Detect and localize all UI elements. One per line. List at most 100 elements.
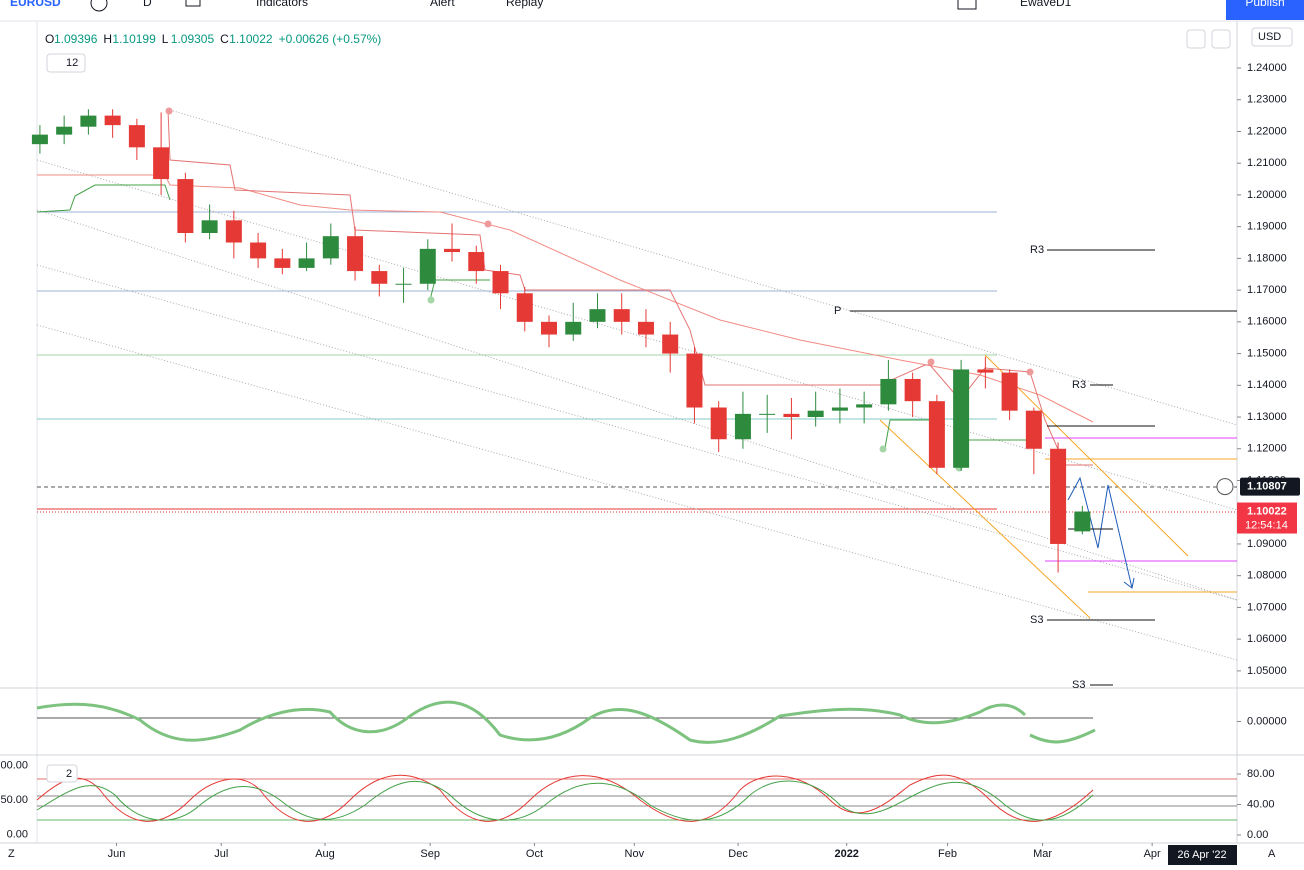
candle-body [419, 248, 436, 284]
legend-toggle[interactable] [46, 53, 86, 73]
candle-body [322, 236, 339, 259]
interval[interactable]: D [143, 0, 152, 9]
x-tick-label: Oct [526, 848, 543, 860]
candle-body [250, 242, 267, 259]
add-icon[interactable] [90, 0, 108, 12]
candle-body [734, 413, 751, 440]
channel-line [169, 109, 1238, 426]
pivot-label: R3 [1030, 244, 1044, 256]
ohlc-label: C [220, 32, 229, 46]
candle-body [565, 321, 582, 335]
y-tick-label: 1.18000 [1247, 252, 1287, 264]
countdown: 12:54:14 [1245, 519, 1288, 531]
wave-drawing [1067, 476, 1133, 589]
alert-button[interactable]: Alert [430, 0, 455, 9]
pane-y-tick-label: 0.00000 [1247, 715, 1287, 727]
publish-button[interactable]: Publish [1245, 0, 1284, 9]
y-tick-label: 1.20000 [1247, 189, 1287, 201]
layout-name[interactable]: EwaveD1 [1020, 0, 1072, 9]
candle-body [153, 147, 170, 180]
candle-body [31, 134, 48, 145]
y-tick-label: 1.24000 [1247, 62, 1287, 74]
toolbar [0, 0, 1304, 21]
candle-body [225, 220, 242, 243]
layout-icon[interactable] [957, 0, 977, 10]
y-tick-label: 1.15000 [1247, 347, 1287, 359]
maximize-button[interactable] [1211, 29, 1231, 49]
pivot-dot [1026, 368, 1034, 376]
currency-button[interactable] [1251, 27, 1293, 47]
y-tick-label: 1.19000 [1247, 221, 1287, 233]
pivot-dot [427, 296, 435, 304]
date-label: 26 Apr '22 [1177, 849, 1226, 861]
pivot-dot [165, 107, 173, 115]
footer-right[interactable]: A [1268, 848, 1276, 860]
legend-count[interactable]: 12 [66, 57, 78, 69]
symbol[interactable]: EURUSD [10, 0, 61, 9]
ohlc-label: H [103, 32, 112, 46]
candle-body [177, 179, 194, 234]
pivot-label: S3 [1030, 614, 1043, 626]
candle-body [371, 271, 388, 284]
y-tick-label: 1.07000 [1247, 601, 1287, 613]
ohlc-value: 1.10022 [229, 32, 273, 46]
change: +0.00626 (+0.57%) [279, 32, 382, 46]
candle-body [977, 369, 994, 373]
chart-type-icon[interactable] [185, 0, 201, 7]
pane-y2-tick-label: 0.00 [7, 829, 28, 841]
candle-body [856, 404, 873, 408]
stochastic-k [36, 774, 1094, 822]
candle-body [953, 369, 970, 468]
pane-y-tick-label: 0.00 [1247, 829, 1268, 841]
candle-body [1025, 410, 1042, 449]
candle-body [1074, 511, 1091, 532]
x-tick-label: Jun [108, 848, 126, 860]
publish-button-bg[interactable] [1226, 0, 1304, 20]
y-tick-label: 1.22000 [1247, 125, 1287, 137]
pane-y-tick-label: 40.00 [1247, 798, 1275, 810]
replay-button[interactable]: Replay [506, 0, 543, 9]
stochastic-d [36, 780, 1094, 821]
candle-body [928, 401, 945, 468]
x-tick-label: Aug [315, 848, 335, 860]
orange-line [879, 419, 1091, 619]
y-tick-label: 1.16000 [1247, 316, 1287, 328]
indicators-button[interactable]: Indicators [256, 0, 308, 9]
pane-y2-tick-label: 50.00 [0, 794, 28, 806]
candle-body [759, 413, 776, 415]
candle-body [904, 378, 921, 402]
footer-left[interactable]: Z [8, 848, 15, 860]
orange-line [984, 354, 1189, 557]
candle-body [807, 410, 824, 418]
channel-line [36, 209, 1238, 601]
y-tick-label: 1.13000 [1247, 411, 1287, 423]
channel-line [36, 324, 1238, 661]
candle-body [492, 271, 509, 294]
candle-body [637, 321, 654, 335]
candle-body [710, 407, 727, 440]
candle-body [1001, 372, 1018, 411]
y-tick-label: 1.09000 [1247, 538, 1287, 550]
x-tick-label: Nov [625, 848, 645, 860]
last-price: 1.10022 [1247, 505, 1287, 517]
crosshair-plus [1216, 478, 1234, 496]
y-tick-label: 1.17000 [1247, 284, 1287, 296]
candle-body [104, 115, 121, 126]
pane-y-tick-label: 80.00 [1247, 768, 1275, 780]
channel-line [36, 159, 1238, 511]
oscillator-line [36, 700, 1096, 744]
scroll-button[interactable] [1186, 29, 1206, 49]
y-tick-label: 1.05000 [1247, 665, 1287, 677]
y-tick-label: 1.14000 [1247, 379, 1287, 391]
pivot-dot [879, 445, 887, 453]
legend-count[interactable]: 2 [66, 768, 72, 780]
crosshair-label: 1.10807 [1247, 481, 1287, 493]
legend-toggle[interactable] [46, 764, 78, 783]
currency[interactable]: USD [1258, 31, 1281, 43]
ohlc-value: 1.10199 [112, 32, 156, 46]
candle-body [395, 283, 412, 285]
candle-body [80, 115, 97, 127]
ohlc-value: 1.09305 [171, 32, 215, 46]
